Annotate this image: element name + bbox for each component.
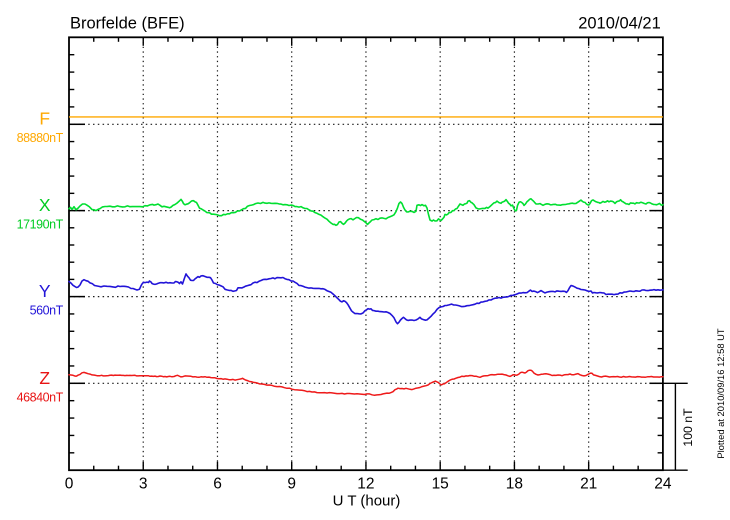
svg-text:0: 0 xyxy=(65,476,74,493)
svg-text:Brorfelde (BFE): Brorfelde (BFE) xyxy=(70,15,185,33)
svg-text:Plotted at 2010/09/16 12:58 UT: Plotted at 2010/09/16 12:58 UT xyxy=(715,328,726,459)
svg-text:560nT: 560nT xyxy=(30,303,64,317)
svg-text:U T (hour): U T (hour) xyxy=(333,493,401,510)
svg-text:88880nT: 88880nT xyxy=(17,131,64,145)
svg-text:46840nT: 46840nT xyxy=(17,390,64,404)
svg-text:Y: Y xyxy=(39,281,51,301)
svg-text:6: 6 xyxy=(213,476,222,493)
svg-text:9: 9 xyxy=(287,476,296,493)
svg-text:17190nT: 17190nT xyxy=(17,217,64,231)
svg-text:21: 21 xyxy=(580,476,597,493)
svg-text:2010/04/21: 2010/04/21 xyxy=(578,15,661,33)
svg-text:F: F xyxy=(39,109,50,129)
svg-text:24: 24 xyxy=(654,476,672,493)
svg-text:X: X xyxy=(39,195,51,215)
svg-text:Z: Z xyxy=(39,368,50,388)
svg-text:12: 12 xyxy=(357,476,374,493)
svg-text:15: 15 xyxy=(432,476,449,493)
svg-text:3: 3 xyxy=(139,476,148,493)
svg-text:100 nT: 100 nT xyxy=(681,408,695,447)
svg-text:18: 18 xyxy=(506,476,523,493)
